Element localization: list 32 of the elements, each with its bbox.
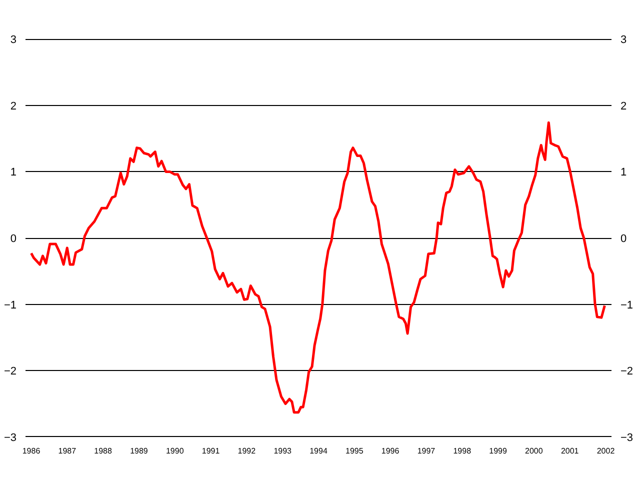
y2-tick-label: 0 xyxy=(620,233,627,245)
x-tick-label: 1996 xyxy=(381,446,400,456)
y-tick-label: −2 xyxy=(4,366,17,378)
x-tick-label: 1993 xyxy=(274,446,292,456)
x-tick-label: 2001 xyxy=(560,446,580,456)
x-tick-label: 1991 xyxy=(202,446,220,456)
y2-tick-label: 3 xyxy=(620,34,627,46)
x-tick-label: 2000 xyxy=(525,446,544,456)
y2-tick-label: 2 xyxy=(620,100,627,112)
x-tick-label: 1998 xyxy=(453,446,472,456)
x-tick-label: 1987 xyxy=(58,446,77,456)
y-tick-label: 3 xyxy=(10,34,17,46)
x-tick-label: 1997 xyxy=(417,446,436,456)
x-tick-label: 2002 xyxy=(596,446,616,456)
y2-tick-label: −3 xyxy=(620,432,634,444)
x-tick-label: 1999 xyxy=(489,446,508,456)
y-tick-label: −3 xyxy=(4,432,17,444)
y-tick-label: 2 xyxy=(10,100,17,112)
x-tick-label: 1995 xyxy=(346,446,364,456)
x-tick-label: 1990 xyxy=(166,446,184,456)
y2-tick-label: −2 xyxy=(620,366,634,378)
x-tick-label: 1986 xyxy=(22,446,41,456)
line-series xyxy=(30,121,606,414)
x-tick-label: 1988 xyxy=(94,446,113,456)
x-tick-label: 1994 xyxy=(310,446,328,456)
y-tick-label: −1 xyxy=(4,299,17,312)
x-tick-label: 1989 xyxy=(130,446,148,456)
y-tick-label: 1 xyxy=(10,166,17,179)
y2-tick-label: 1 xyxy=(620,166,627,179)
y-tick-label: 0 xyxy=(10,233,17,245)
y2-tick-label: −1 xyxy=(620,299,634,312)
x-tick-label: 1992 xyxy=(238,446,256,456)
